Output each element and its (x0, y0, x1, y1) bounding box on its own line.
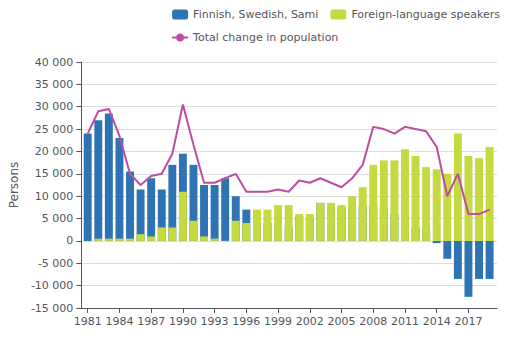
svg-text:-15 000: -15 000 (31, 302, 73, 315)
svg-text:30 000: 30 000 (35, 100, 74, 113)
svg-text:1981: 1981 (74, 315, 102, 328)
svg-text:-10 000: -10 000 (31, 279, 73, 292)
svg-text:-5 000: -5 000 (38, 257, 73, 270)
svg-text:1993: 1993 (201, 315, 229, 328)
svg-text:2002: 2002 (296, 315, 324, 328)
svg-text:Total change in population: Total change in population (192, 31, 338, 44)
svg-text:2017: 2017 (454, 315, 482, 328)
svg-text:1999: 1999 (264, 315, 292, 328)
svg-text:2005: 2005 (328, 315, 356, 328)
svg-text:35 000: 35 000 (35, 78, 74, 91)
svg-text:1987: 1987 (137, 315, 165, 328)
svg-text:2008: 2008 (359, 315, 387, 328)
svg-text:40 000: 40 000 (35, 56, 74, 69)
svg-text:1990: 1990 (169, 315, 197, 328)
svg-text:5 000: 5 000 (42, 212, 74, 225)
svg-text:10 000: 10 000 (35, 190, 74, 203)
svg-text:25 000: 25 000 (35, 123, 74, 136)
svg-text:20 000: 20 000 (35, 145, 74, 158)
svg-text:Foreign-language speakers: Foreign-language speakers (351, 8, 500, 21)
svg-text:0: 0 (66, 234, 73, 247)
svg-text:1996: 1996 (232, 315, 260, 328)
svg-text:2011: 2011 (391, 315, 419, 328)
svg-text:2014: 2014 (423, 315, 451, 328)
svg-text:Persons: Persons (7, 162, 21, 209)
svg-text:1984: 1984 (105, 315, 133, 328)
svg-text:Finnish, Swedish, Sami: Finnish, Swedish, Sami (193, 8, 318, 21)
svg-text:15 000: 15 000 (35, 167, 74, 180)
